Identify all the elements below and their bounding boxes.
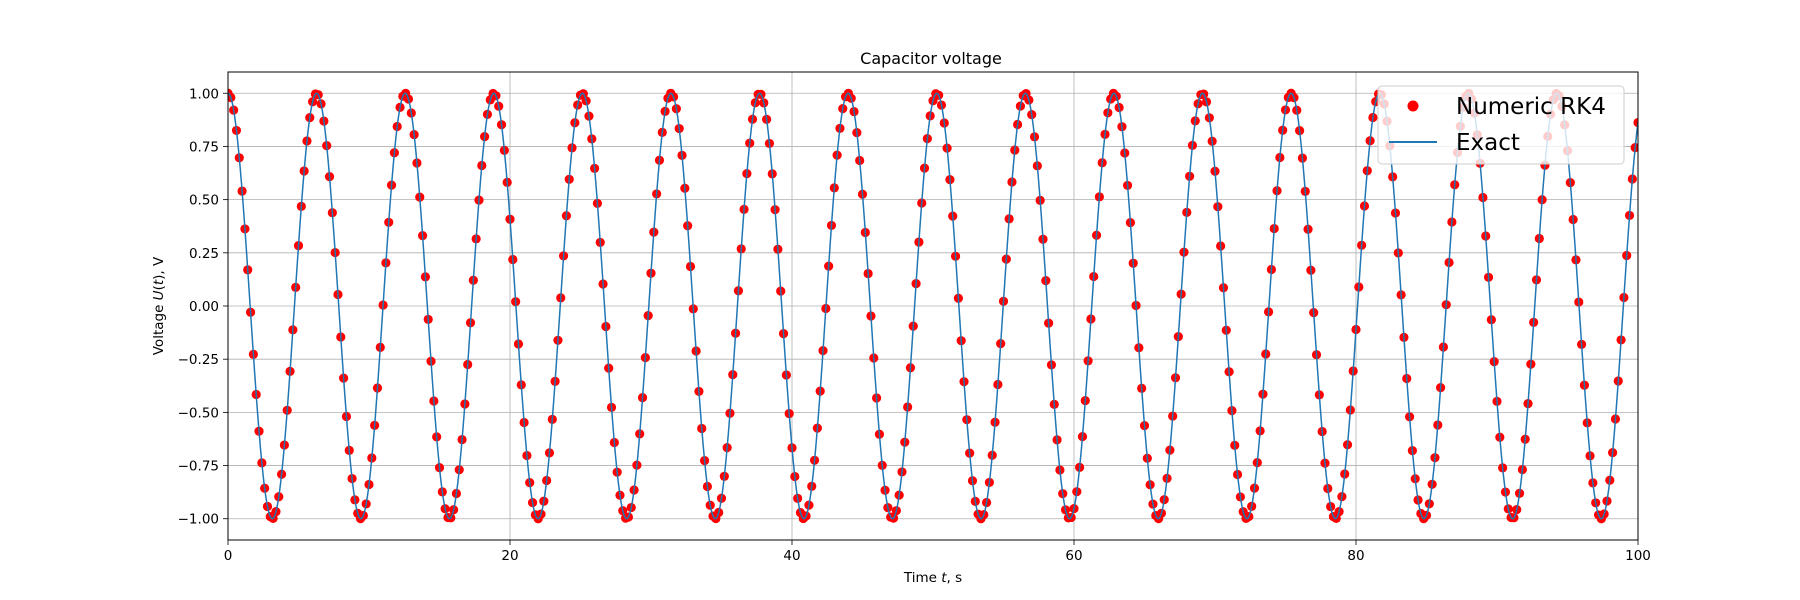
x-axis-label: Time t, s: [903, 570, 962, 586]
plot-area: [228, 88, 1638, 524]
y-axis-label-var: U: [151, 290, 167, 300]
axis-ticks: 0 20 40 60 80 100 −1.00 −0.75 −0.50 −0.25 0.00 0.25…: [178, 86, 1651, 564]
y-axis-label-paren-open: (: [151, 285, 167, 290]
x-tick-label: 20: [501, 548, 518, 564]
y-tick-label: 1.00: [189, 86, 219, 102]
x-tick-label: 40: [783, 548, 800, 564]
x-tick-label: 80: [1347, 548, 1364, 564]
legend-label-exact: Exact: [1456, 130, 1520, 156]
chart-title: Capacitor voltage: [860, 49, 1002, 68]
y-tick-label: −0.75: [178, 459, 219, 475]
y-axis-label-part: Voltage: [151, 300, 167, 355]
x-axis-label-part: Time: [903, 570, 941, 586]
y-tick-label: 0.25: [189, 246, 219, 262]
y-axis-label-var-t: t: [151, 279, 167, 285]
legend: Numeric RK4 Exact: [1377, 85, 1625, 165]
x-tick-label: 60: [1065, 548, 1082, 564]
x-axis-label-var: t: [941, 570, 947, 586]
series-line-exact: [228, 92, 1638, 520]
y-tick-label: −1.00: [178, 512, 219, 528]
y-tick-label: −0.25: [178, 352, 219, 368]
x-axis-label-unit: , s: [947, 570, 963, 586]
y-axis-label: Voltage U(t), V: [151, 256, 167, 355]
legend-box: [1377, 85, 1625, 165]
legend-label-numeric: Numeric RK4: [1456, 94, 1606, 120]
x-tick-label: 100: [1625, 548, 1651, 564]
y-axis-label-unit: ), V: [151, 256, 167, 280]
x-tick-label: 0: [224, 548, 233, 564]
legend-marker-numeric: [1407, 100, 1419, 112]
y-tick-label: 0.50: [189, 193, 219, 209]
series-layer: [228, 88, 1638, 524]
data-point-numeric-rk4: [1633, 117, 1638, 128]
y-tick-label: 0.00: [189, 299, 219, 315]
y-tick-label: 0.75: [189, 139, 219, 155]
y-tick-label: −0.50: [178, 405, 219, 421]
